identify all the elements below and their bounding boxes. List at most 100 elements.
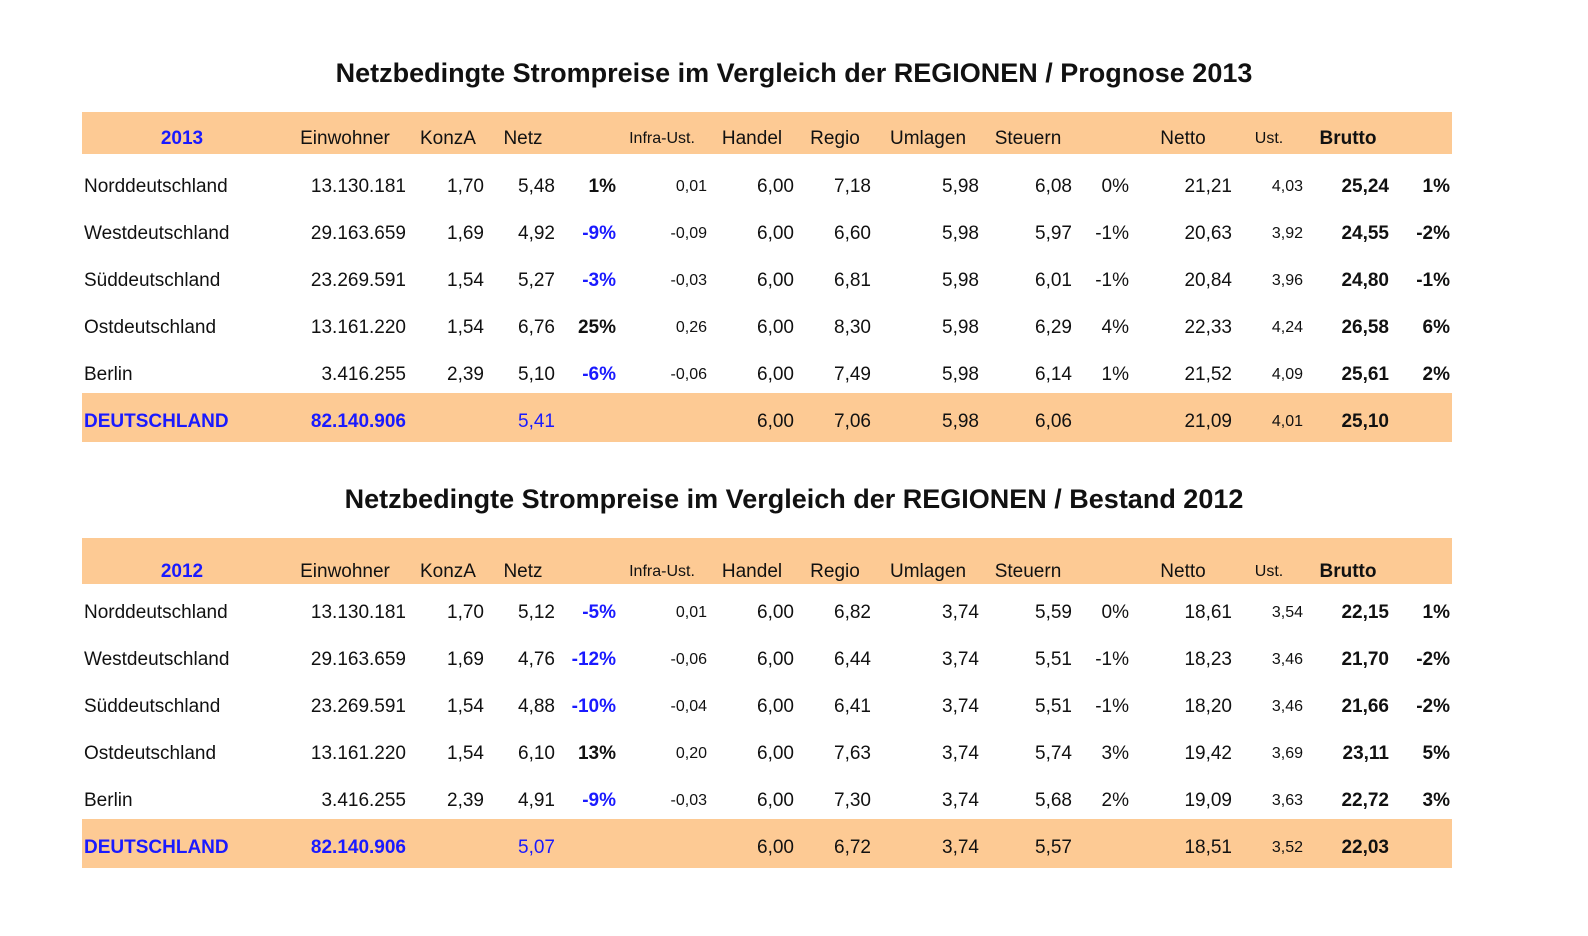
cell-steuern_pct: 0% <box>1101 176 1129 197</box>
cell-infra: -0,06 <box>670 366 707 383</box>
cell-umlagen: 5,98 <box>942 223 979 244</box>
total-handel: 6,00 <box>757 411 794 432</box>
column-header-infra: Infra-Ust. <box>629 563 695 580</box>
cell-steuern_pct: 0% <box>1101 602 1129 623</box>
cell-brutto_pct: -2% <box>1416 223 1450 244</box>
column-header-netto: Netto <box>1160 561 1206 582</box>
cell-netz_pct: 1% <box>588 176 616 197</box>
cell-handel: 6,00 <box>757 176 794 197</box>
cell-netz_pct: -10% <box>571 696 616 717</box>
total-umlagen: 5,98 <box>942 411 979 432</box>
cell-regio: 6,44 <box>834 649 871 670</box>
cell-konza: 1,54 <box>447 270 484 291</box>
cell-infra: 0,26 <box>675 319 707 336</box>
cell-netto: 20,63 <box>1184 223 1232 244</box>
total-regio: 7,06 <box>834 411 871 432</box>
cell-brutto: 25,24 <box>1341 176 1389 197</box>
column-header-konza: KonzA <box>420 561 476 582</box>
total-umlagen: 3,74 <box>942 837 979 858</box>
cell-einwohner: 23.269.591 <box>310 696 406 717</box>
cell-ust: 4,09 <box>1271 366 1303 383</box>
region-label: Westdeutschland <box>84 223 230 244</box>
total-steuern: 5,57 <box>1035 837 1072 858</box>
total-band <box>82 819 1452 868</box>
cell-netz_pct: -3% <box>582 270 616 291</box>
cell-umlagen: 5,98 <box>942 364 979 385</box>
cell-handel: 6,00 <box>757 790 794 811</box>
cell-netto: 18,20 <box>1184 696 1232 717</box>
total-handel: 6,00 <box>757 837 794 858</box>
cell-einwohner: 13.130.181 <box>310 602 406 623</box>
total-netz: 5,41 <box>518 411 555 432</box>
column-header-ust: Ust. <box>1254 563 1284 580</box>
cell-steuern: 6,14 <box>1035 364 1072 385</box>
cell-konza: 1,70 <box>447 602 484 623</box>
cell-brutto: 25,61 <box>1341 364 1389 385</box>
cell-netz: 4,92 <box>518 223 555 244</box>
cell-netto: 21,21 <box>1184 176 1232 197</box>
cell-umlagen: 5,98 <box>942 176 979 197</box>
cell-steuern_pct: -1% <box>1095 223 1129 244</box>
cell-netz: 4,91 <box>518 790 555 811</box>
total-band <box>82 393 1452 442</box>
price-table-2012: 2012 Einwohner KonzA Netz Infra-Ust. Handel Re… <box>82 538 1452 868</box>
total-label: DEUTSCHLAND <box>84 411 229 432</box>
cell-brutto: 21,70 <box>1341 649 1389 670</box>
cell-handel: 6,00 <box>757 602 794 623</box>
total-ust: 4,01 <box>1271 413 1303 430</box>
cell-regio: 8,30 <box>834 317 871 338</box>
cell-ust: 4,03 <box>1271 178 1303 195</box>
cell-brutto_pct: 3% <box>1422 790 1450 811</box>
cell-brutto: 24,80 <box>1341 270 1389 291</box>
cell-handel: 6,00 <box>757 649 794 670</box>
cell-steuern_pct: -1% <box>1095 270 1129 291</box>
cell-ust: 3,92 <box>1271 225 1303 242</box>
cell-netto: 18,61 <box>1184 602 1232 623</box>
column-header-einwohner: Einwohner <box>300 128 390 149</box>
region-label: Norddeutschland <box>84 176 228 197</box>
cell-handel: 6,00 <box>757 223 794 244</box>
column-header-netto: Netto <box>1160 128 1206 149</box>
cell-infra: 0,20 <box>675 745 707 762</box>
cell-ust: 3,69 <box>1271 745 1303 762</box>
cell-konza: 1,54 <box>447 696 484 717</box>
cell-steuern_pct: -1% <box>1095 649 1129 670</box>
cell-ust: 3,63 <box>1271 792 1303 809</box>
cell-einwohner: 3.416.255 <box>321 790 406 811</box>
cell-konza: 1,70 <box>447 176 484 197</box>
cell-brutto_pct: -1% <box>1416 270 1450 291</box>
cell-umlagen: 3,74 <box>942 649 979 670</box>
cell-infra: -0,09 <box>670 225 707 242</box>
total-netto: 21,09 <box>1184 411 1232 432</box>
total-steuern: 6,06 <box>1035 411 1072 432</box>
table-title-2012: Netzbedingte Strompreise im Vergleich de… <box>344 484 1244 514</box>
cell-netto: 21,52 <box>1184 364 1232 385</box>
total-netz: 5,07 <box>518 837 555 858</box>
header-band <box>82 538 1452 584</box>
cell-umlagen: 5,98 <box>942 270 979 291</box>
cell-umlagen: 5,98 <box>942 317 979 338</box>
cell-steuern: 5,51 <box>1035 649 1072 670</box>
region-label: Norddeutschland <box>84 602 228 623</box>
cell-brutto_pct: 2% <box>1422 364 1450 385</box>
cell-netz_pct: -12% <box>571 649 616 670</box>
column-header-regio: Regio <box>810 561 860 582</box>
cell-umlagen: 3,74 <box>942 602 979 623</box>
total-label: DEUTSCHLAND <box>84 837 229 858</box>
cell-einwohner: 3.416.255 <box>321 364 406 385</box>
column-header-konza: KonzA <box>420 128 476 149</box>
cell-netz_pct: -9% <box>582 790 616 811</box>
cell-steuern: 5,74 <box>1035 743 1072 764</box>
column-header-handel: Handel <box>721 128 783 149</box>
header-band <box>82 112 1452 154</box>
column-header-netz: Netz <box>503 128 543 149</box>
cell-netz: 5,48 <box>518 176 555 197</box>
table-title-2013: Netzbedingte Strompreise im Vergleich de… <box>335 58 1253 88</box>
cell-netto: 19,42 <box>1184 743 1232 764</box>
total-brutto: 22,03 <box>1341 837 1389 858</box>
cell-ust: 3,46 <box>1271 698 1303 715</box>
region-label: Süddeutschland <box>84 696 221 717</box>
cell-konza: 1,69 <box>447 649 484 670</box>
cell-brutto: 21,66 <box>1341 696 1389 717</box>
cell-ust: 3,46 <box>1271 651 1303 668</box>
